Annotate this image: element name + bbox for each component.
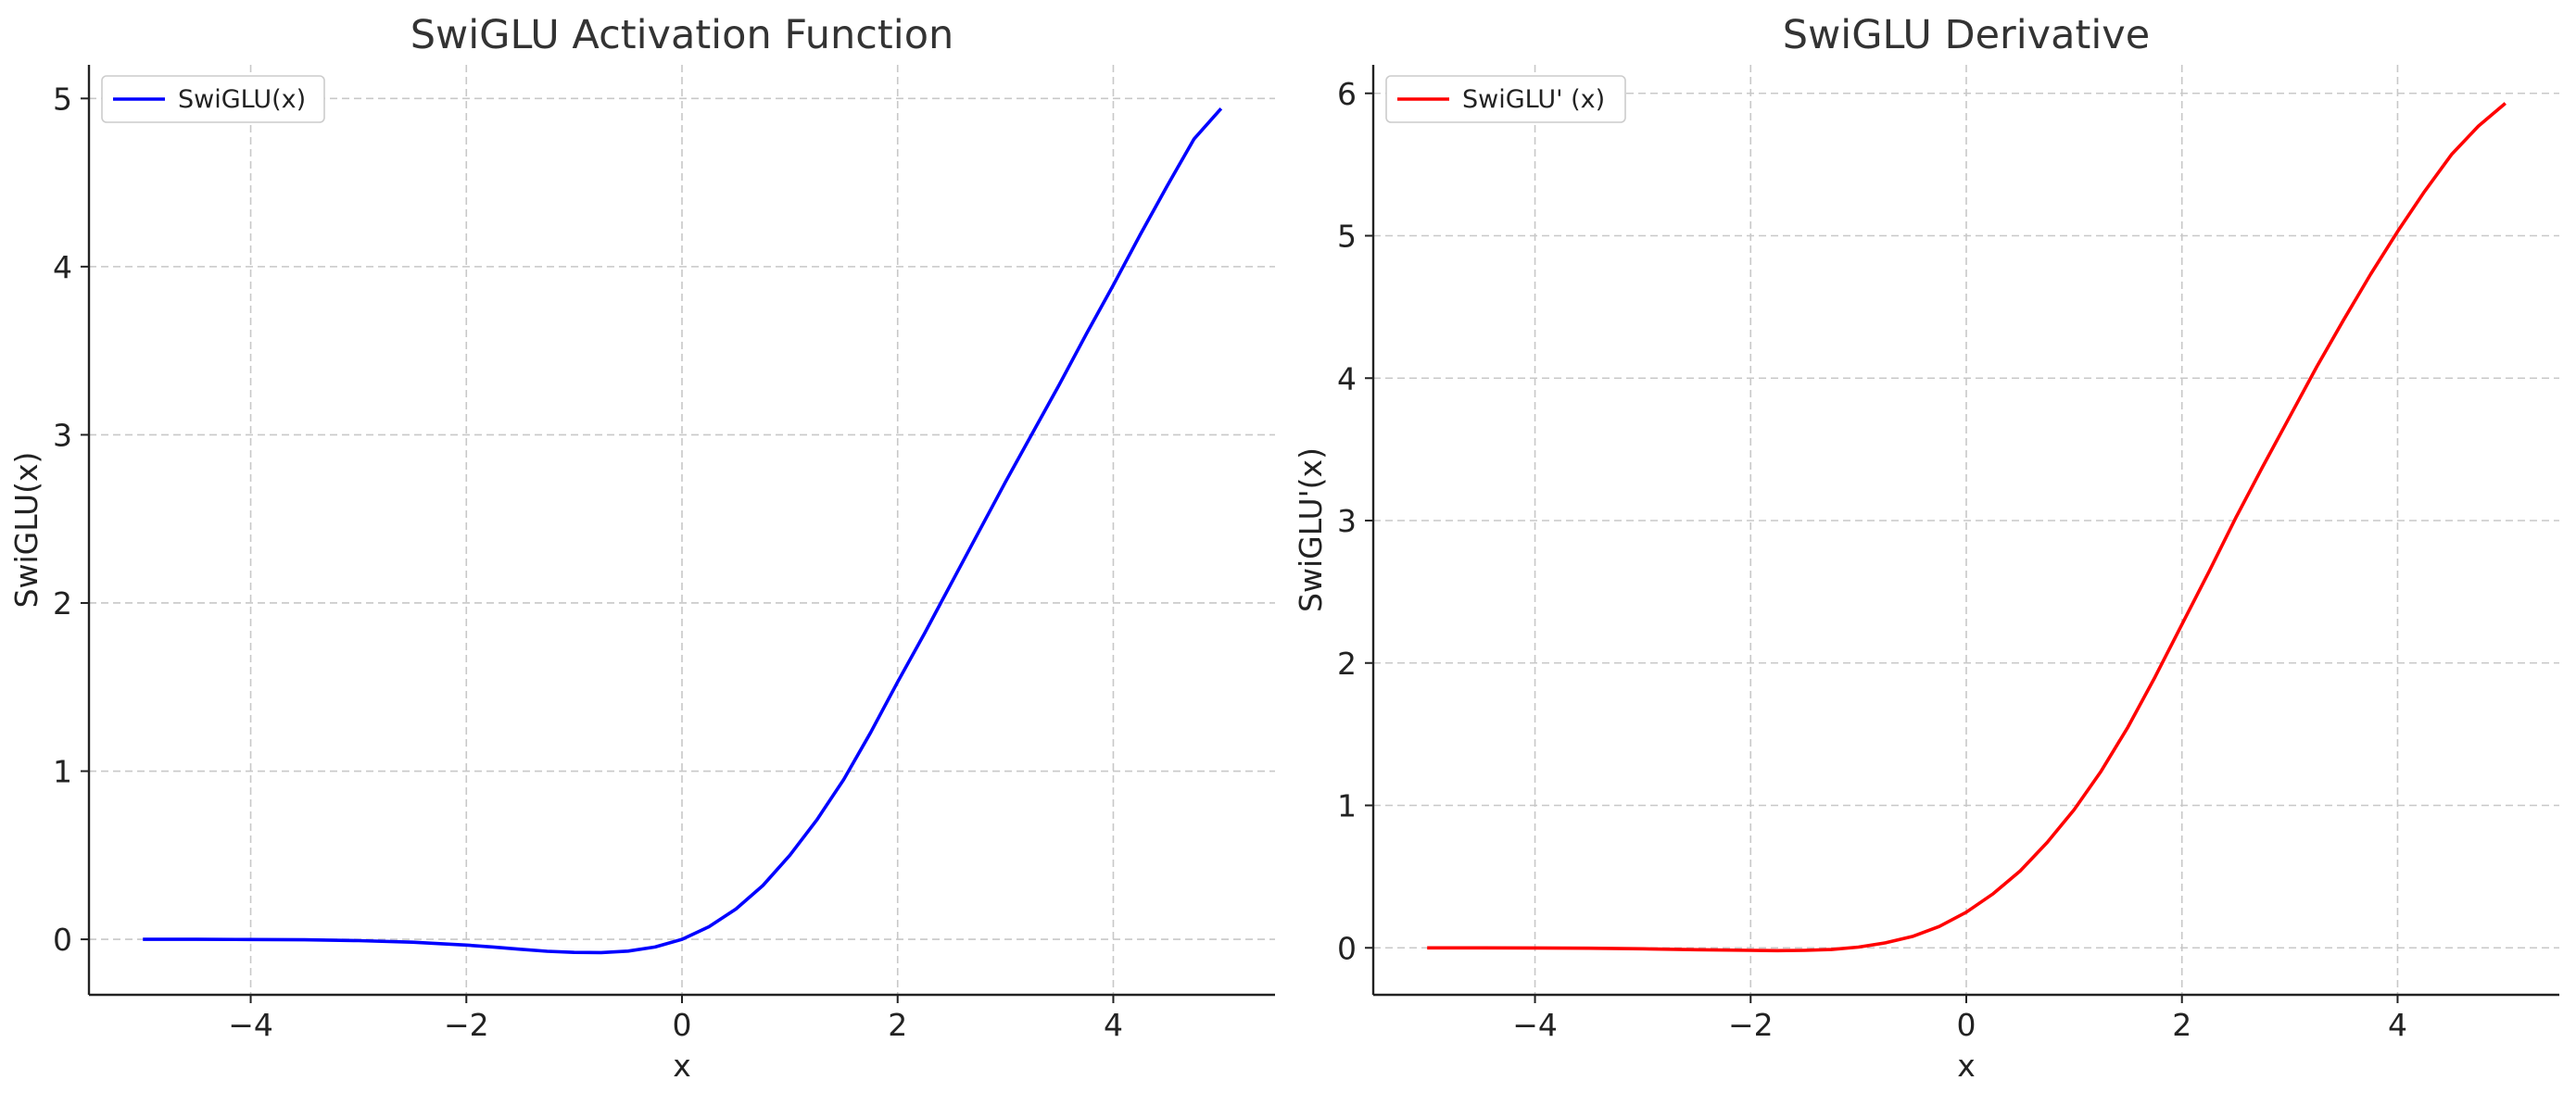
y-tick-label: 1 [1337, 788, 1357, 824]
y-tick-label: 5 [53, 81, 72, 117]
legend-box [101, 75, 325, 123]
chart-title: SwiGLU Derivative [1783, 12, 2150, 58]
y-axis-label: SwiGLU'(x) [1293, 447, 1329, 612]
chart-panel-derivative: −4 −2 0 2 4 0 1 2 3 4 5 6 x SwiGLU'(x) SwiGLU Derivati… [1293, 12, 2559, 1084]
x-tick-label: 4 [2388, 1007, 2407, 1043]
y-tick-label: 6 [1337, 76, 1357, 112]
x-tick-label: 0 [1957, 1007, 1976, 1043]
y-tick-label: 2 [1337, 646, 1357, 682]
y-tick-label: 4 [1337, 360, 1357, 396]
x-axis-label: x [673, 1048, 691, 1084]
legend-label: SwiGLU(x) [178, 85, 306, 114]
chart-panel-activation: −4 −2 0 2 4 0 1 2 3 4 5 x SwiGLU(x) SwiGLU Activation… [8, 12, 1275, 1084]
legend-box [1385, 75, 1626, 123]
y-tick-label: 4 [53, 249, 72, 285]
series-line [143, 107, 1223, 955]
y-tick-label: 0 [1337, 930, 1357, 966]
y-tick-label: 0 [53, 922, 72, 958]
x-tick-label: −2 [444, 1007, 489, 1043]
x-tick-label: 0 [673, 1007, 692, 1043]
y-tick-label: 3 [1337, 503, 1357, 539]
series-line [1427, 102, 2507, 953]
x-tick-label: 2 [2172, 1007, 2191, 1043]
x-axis-label: x [1957, 1048, 1976, 1084]
y-axis-label: SwiGLU(x) [8, 452, 44, 609]
y-tick-label: 2 [53, 585, 72, 622]
x-tick-label: 4 [1104, 1007, 1123, 1043]
x-tick-label: −4 [1512, 1007, 1558, 1043]
x-tick-label: −2 [1728, 1007, 1774, 1043]
y-tick-label: 5 [1337, 219, 1357, 255]
x-tick-label: −4 [228, 1007, 273, 1043]
x-tick-label: 2 [888, 1007, 907, 1043]
chart-title: SwiGLU Activation Function [410, 12, 954, 58]
y-tick-label: 1 [53, 754, 72, 790]
legend-label: SwiGLU' (x) [1462, 85, 1605, 114]
y-tick-label: 3 [53, 417, 72, 453]
